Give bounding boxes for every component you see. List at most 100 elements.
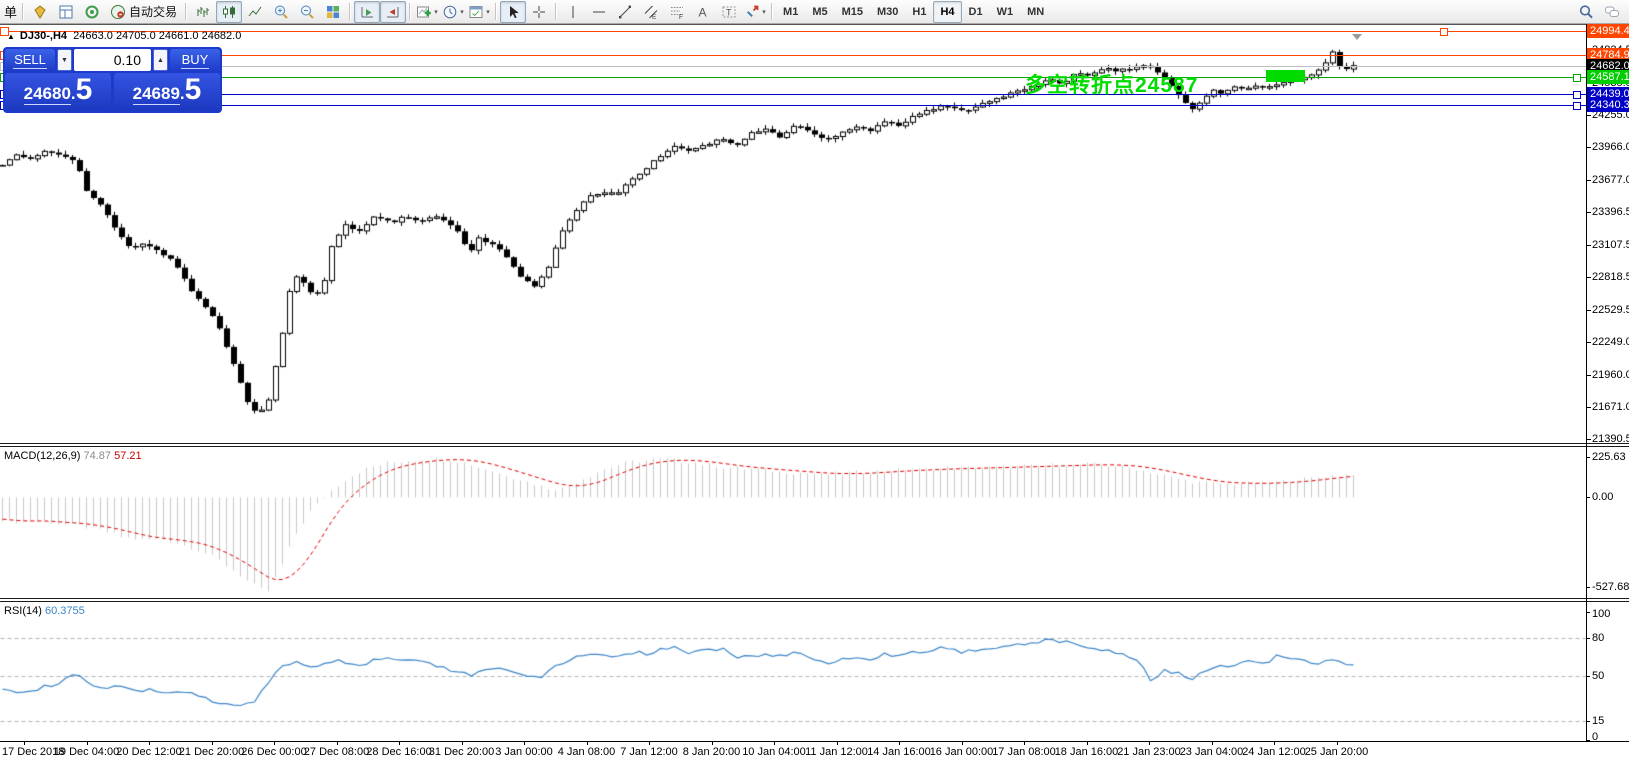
time-tick-mark	[212, 741, 213, 745]
autotrading-icon	[110, 4, 126, 20]
sell-button[interactable]: SELL	[5, 49, 55, 71]
volume-increase-button[interactable]: ▲	[153, 49, 168, 71]
timeframe-mn-button[interactable]: MN	[1027, 5, 1045, 18]
time-axis-label: 27 Dec 08:00	[303, 746, 370, 758]
time-tick-mark	[649, 741, 650, 745]
bar-chart-button[interactable]	[190, 1, 216, 23]
tile-windows-button[interactable]	[320, 1, 346, 23]
timeframe-m15-button[interactable]: M15	[841, 5, 863, 18]
price-horizontal-line[interactable]	[0, 31, 1586, 32]
indicators-button[interactable]: ▾	[414, 1, 440, 23]
trendline-button[interactable]	[612, 1, 638, 23]
panel-separator[interactable]	[0, 443, 1629, 444]
arrow-down-marker-icon[interactable]	[1352, 34, 1362, 40]
templates-button[interactable]: ▾	[466, 1, 492, 23]
timeframe-m5-button[interactable]: M5	[812, 5, 828, 18]
support-button[interactable]	[79, 1, 105, 23]
autotrading-button[interactable]: 自动交易	[105, 1, 182, 23]
time-tick-mark	[24, 741, 25, 745]
rsi-tick-label: 100	[1592, 608, 1611, 620]
time-axis-label: 20 Dec 12:00	[116, 746, 182, 758]
toolbar-separator	[349, 3, 352, 20]
timeframe-d1-button[interactable]: D1	[968, 5, 983, 18]
line-chart-button[interactable]	[242, 1, 268, 23]
panel-separator[interactable]	[0, 601, 1629, 602]
price-horizontal-line[interactable]	[0, 55, 1586, 56]
chart-window[interactable]: 24824.524535.524255.023966.023677.023396…	[0, 24, 1629, 770]
buy-button[interactable]: BUY	[170, 49, 220, 71]
time-axis-label: 26 Dec 00:00	[241, 746, 307, 758]
horizontal-line-button[interactable]	[586, 1, 612, 23]
zoom-in-icon	[273, 4, 289, 20]
market-watch-button[interactable]	[53, 1, 79, 23]
chart-title: ▲ DJ30-,H4 24663.0 24705.0 24661.0 24682.…	[7, 30, 241, 42]
timeframe-w1-button[interactable]: W1	[996, 5, 1014, 18]
vertical-line-button[interactable]	[560, 1, 586, 23]
candlestick-button[interactable]	[216, 0, 243, 23]
auto-scroll-button[interactable]	[354, 0, 381, 23]
timeframe-m30-button[interactable]: M30	[877, 5, 899, 18]
indicators-icon	[416, 4, 432, 20]
cursor-button[interactable]	[500, 0, 527, 23]
arrows-button[interactable]: ▾	[742, 1, 768, 23]
timeframe-h1-button[interactable]: H1	[912, 5, 927, 18]
price-horizontal-line[interactable]	[0, 77, 1586, 78]
highlight-rectangle[interactable]	[1266, 70, 1305, 82]
rsi-tick-label: 0	[1592, 731, 1599, 743]
chevron-down-icon: ▾	[460, 8, 464, 16]
auto-scroll-icon	[359, 4, 375, 20]
time-axis-label: 21 Jan 23:00	[1117, 746, 1181, 758]
zoom-out-button[interactable]	[294, 1, 320, 23]
timeframe-m1-button[interactable]: M1	[783, 5, 799, 18]
time-axis-label: 16 Jan 00:00	[929, 746, 994, 758]
price-line-label: 24784.9	[1587, 48, 1629, 62]
macd-signal-value: 57.21	[114, 450, 142, 462]
panel-separator[interactable]	[0, 598, 1629, 599]
line-selection-marker[interactable]	[1573, 74, 1581, 82]
chevron-down-icon: ▾	[486, 8, 490, 16]
channel-button[interactable]	[638, 1, 664, 23]
line-left-marker[interactable]	[0, 27, 9, 36]
toolbar-separator	[771, 3, 774, 20]
zoom-in-button[interactable]	[268, 1, 294, 23]
price-horizontal-line[interactable]	[0, 94, 1586, 95]
panel-separator[interactable]	[0, 446, 1629, 447]
timeframe-h4-button[interactable]: H4	[933, 0, 962, 23]
line-selection-marker[interactable]	[1573, 91, 1581, 99]
buy-price-display[interactable]: 24689. 5	[114, 73, 220, 111]
new-order-partial-label[interactable]: 单	[4, 5, 18, 20]
line-selection-marker[interactable]	[1573, 102, 1581, 110]
collapse-triangle-icon: ▲	[7, 32, 15, 41]
price-tick-label: 23966.0	[1592, 141, 1629, 154]
line-selection-marker[interactable]	[1440, 28, 1448, 36]
crosshair-button[interactable]	[526, 1, 552, 23]
chart-canvas[interactable]	[0, 24, 1586, 742]
text-button[interactable]	[690, 1, 716, 23]
zoom-out-icon	[299, 4, 315, 20]
gold-button[interactable]	[27, 1, 53, 23]
label-button[interactable]	[716, 1, 742, 23]
price-tick-mark	[1586, 147, 1591, 148]
price-horizontal-line[interactable]	[0, 66, 1586, 67]
periods-button[interactable]: ▾	[440, 1, 466, 23]
price-line-label: 24994.4	[1587, 24, 1629, 38]
trendline-icon	[617, 4, 633, 20]
periods-icon	[442, 4, 458, 20]
volume-input[interactable]: 0.10	[74, 49, 151, 71]
time-axis-label: 7 Jan 12:00	[620, 746, 678, 758]
horizontal-line-icon	[591, 4, 607, 20]
time-tick-mark	[524, 741, 525, 745]
chat-button[interactable]	[1599, 1, 1625, 23]
search-button[interactable]	[1573, 1, 1599, 23]
price-tick-label: 23107.5	[1592, 238, 1629, 251]
fibonacci-button[interactable]	[664, 1, 690, 23]
volume-decrease-button[interactable]: ▼	[57, 49, 72, 71]
price-horizontal-line[interactable]	[0, 105, 1586, 106]
sell-price-display[interactable]: 24680. 5	[5, 73, 111, 111]
macd-tick-mark	[1586, 497, 1590, 498]
chart-shift-icon	[385, 4, 401, 20]
time-axis-label: 31 Dec 20:00	[428, 746, 495, 758]
candlestick-icon	[221, 4, 237, 20]
price-tick-mark	[1586, 277, 1591, 278]
chart-shift-button[interactable]	[380, 0, 407, 23]
